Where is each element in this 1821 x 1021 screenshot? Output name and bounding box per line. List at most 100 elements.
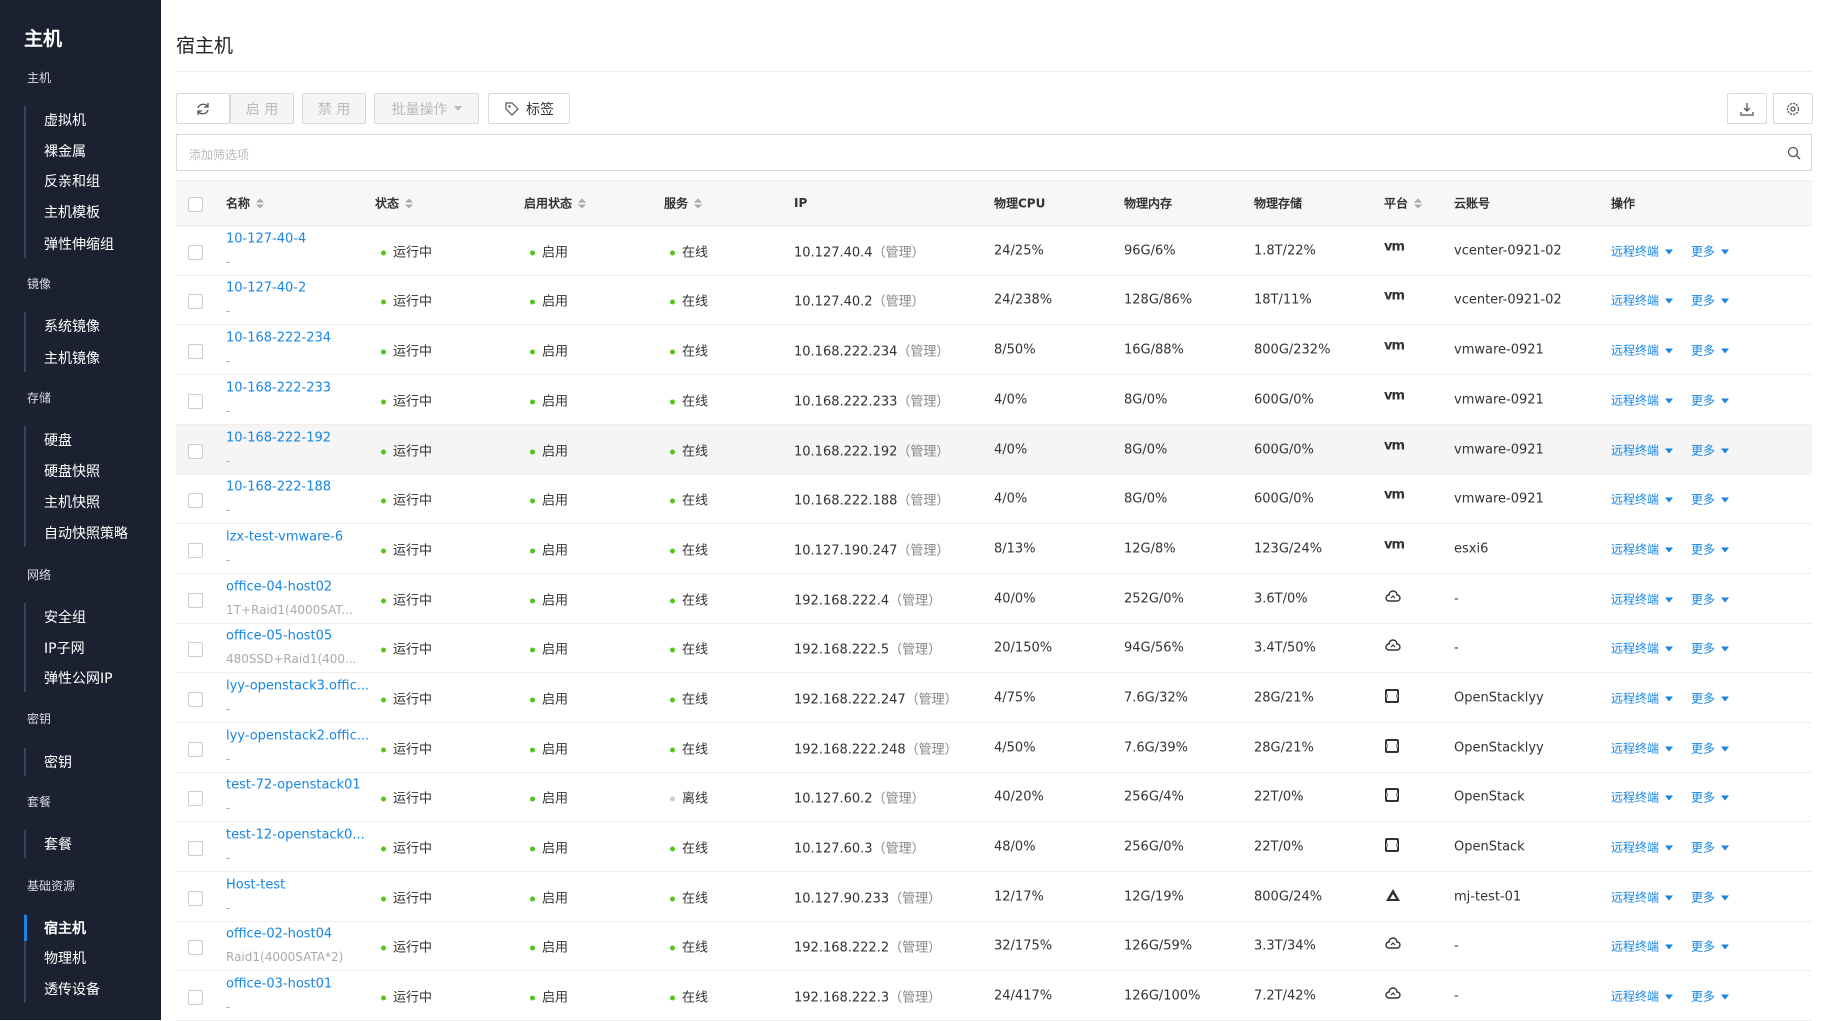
checkbox[interactable] — [188, 593, 203, 608]
remote-terminal[interactable]: 远程终端 — [1611, 740, 1674, 757]
host-name[interactable]: office-04-host02 — [226, 579, 333, 595]
remote-terminal[interactable]: 远程终端 — [1611, 839, 1674, 856]
more-action[interactable]: 更多 — [1691, 442, 1730, 459]
host-name[interactable]: lzx-test-vmware-6 — [226, 529, 344, 545]
host-name[interactable]: 10-168-222-192 — [226, 430, 332, 446]
host-name[interactable]: test-12-openstack0... — [226, 827, 365, 843]
sidebar-item[interactable]: 系统镜像 — [44, 319, 100, 335]
sidebar-item[interactable]: 硬盘快照 — [44, 464, 100, 480]
sidebar-item[interactable]: 主机快照 — [44, 495, 100, 511]
memory: 12G/19% — [1124, 889, 1184, 905]
checkbox[interactable] — [188, 642, 203, 657]
sidebar-item[interactable]: 安全组 — [44, 610, 86, 626]
more-action[interactable]: 更多 — [1691, 243, 1730, 260]
more-action[interactable]: 更多 — [1691, 392, 1730, 409]
checkbox[interactable] — [188, 543, 203, 558]
more-action[interactable]: 更多 — [1691, 789, 1730, 806]
checkbox[interactable] — [188, 990, 203, 1005]
remote-terminal[interactable]: 远程终端 — [1611, 640, 1674, 657]
batch-button[interactable]: 批量操作 — [374, 93, 479, 124]
more-action[interactable]: 更多 — [1691, 541, 1730, 558]
sidebar-item[interactable]: 物理机 — [44, 951, 86, 967]
enabled: 启用 — [542, 692, 569, 708]
checkbox[interactable] — [188, 841, 203, 856]
more-action[interactable]: 更多 — [1691, 292, 1730, 309]
platform-icon — [1385, 838, 1399, 852]
refresh-button[interactable] — [176, 93, 230, 124]
ip: 10.127.40.2 — [794, 294, 873, 310]
host-name[interactable]: office-03-host01 — [226, 976, 333, 992]
checkbox[interactable] — [188, 197, 203, 212]
sidebar: 主机 主机 虚拟机 裸金属 反亲和组 主机模板 弹性伸缩组 镜像 系统镜像 主机镜像 存储 硬盘 硬盘… — [0, 0, 161, 1020]
host-name[interactable]: 10-127-40-4 — [226, 231, 307, 247]
checkbox[interactable] — [188, 294, 203, 309]
service: 在线 — [682, 245, 709, 261]
remote-terminal[interactable]: 远程终端 — [1611, 342, 1674, 359]
host-name[interactable]: office-05-host05 — [226, 628, 333, 644]
checkbox[interactable] — [188, 394, 203, 409]
host-name[interactable]: 10-127-40-2 — [226, 280, 307, 296]
action-label: 更多 — [1691, 939, 1716, 954]
remote-terminal[interactable]: 远程终端 — [1611, 938, 1674, 955]
remote-terminal[interactable]: 远程终端 — [1611, 541, 1674, 558]
sidebar-item[interactable]: 裸金属 — [44, 144, 86, 160]
column-header: 物理存储 — [1254, 195, 1302, 212]
host-name[interactable]: 10-168-222-188 — [226, 479, 332, 495]
sidebar-item[interactable]: 密钥 — [44, 755, 72, 771]
sidebar-item[interactable]: 弹性伸缩组 — [44, 237, 114, 253]
host-name[interactable]: lyy-openstack2.offic... — [226, 728, 370, 744]
enable-button[interactable]: 启 用 — [230, 93, 294, 124]
more-action[interactable]: 更多 — [1691, 690, 1730, 707]
sidebar-item[interactable]: 宿主机 — [44, 921, 86, 937]
sidebar-item[interactable]: 虚拟机 — [44, 113, 86, 129]
more-action[interactable]: 更多 — [1691, 988, 1730, 1005]
more-action[interactable]: 更多 — [1691, 839, 1730, 856]
remote-terminal[interactable]: 远程终端 — [1611, 889, 1674, 906]
more-action[interactable]: 更多 — [1691, 342, 1730, 359]
sidebar-item[interactable]: 弹性公网IP — [44, 671, 113, 687]
search-box[interactable]: 添加筛选项 — [176, 134, 1812, 171]
host-name[interactable]: Host-test — [226, 877, 286, 893]
remote-terminal[interactable]: 远程终端 — [1611, 442, 1674, 459]
checkbox[interactable] — [188, 245, 203, 260]
settings-button[interactable] — [1773, 93, 1813, 124]
checkbox[interactable] — [188, 344, 203, 359]
host-name[interactable]: test-72-openstack01 — [226, 777, 361, 793]
more-action[interactable]: 更多 — [1691, 640, 1730, 657]
sidebar-item[interactable]: IP子网 — [44, 641, 85, 657]
remote-terminal[interactable]: 远程终端 — [1611, 690, 1674, 707]
more-action[interactable]: 更多 — [1691, 740, 1730, 757]
checkbox[interactable] — [188, 742, 203, 757]
tag-button[interactable]: 标签 — [488, 93, 570, 124]
sidebar-item[interactable]: 主机模板 — [44, 205, 100, 221]
checkbox[interactable] — [188, 940, 203, 955]
checkbox[interactable] — [188, 891, 203, 906]
host-name[interactable]: office-02-host04 — [226, 926, 333, 942]
more-action[interactable]: 更多 — [1691, 591, 1730, 608]
more-action[interactable]: 更多 — [1691, 938, 1730, 955]
remote-terminal[interactable]: 远程终端 — [1611, 491, 1674, 508]
checkbox[interactable] — [188, 493, 203, 508]
sidebar-item[interactable]: 透传设备 — [44, 982, 100, 998]
sidebar-item[interactable]: 自动快照策略 — [44, 526, 128, 542]
host-name[interactable]: 10-168-222-233 — [226, 380, 332, 396]
host-name[interactable]: 10-168-222-234 — [226, 330, 332, 346]
sidebar-item[interactable]: 反亲和组 — [44, 174, 100, 190]
download-button[interactable] — [1727, 93, 1767, 124]
remote-terminal[interactable]: 远程终端 — [1611, 392, 1674, 409]
more-action[interactable]: 更多 — [1691, 889, 1730, 906]
remote-terminal[interactable]: 远程终端 — [1611, 988, 1674, 1005]
more-action[interactable]: 更多 — [1691, 491, 1730, 508]
remote-terminal[interactable]: 远程终端 — [1611, 292, 1674, 309]
remote-terminal[interactable]: 远程终端 — [1611, 591, 1674, 608]
checkbox[interactable] — [188, 692, 203, 707]
remote-terminal[interactable]: 远程终端 — [1611, 243, 1674, 260]
sidebar-item[interactable]: 主机镜像 — [44, 351, 100, 367]
checkbox[interactable] — [188, 444, 203, 459]
checkbox[interactable] — [188, 791, 203, 806]
disable-button[interactable]: 禁 用 — [302, 93, 366, 124]
remote-terminal[interactable]: 远程终端 — [1611, 789, 1674, 806]
sidebar-item[interactable]: 硬盘 — [44, 433, 72, 449]
host-name[interactable]: lyy-openstack3.offic... — [226, 678, 370, 694]
sidebar-item[interactable]: 套餐 — [44, 837, 72, 853]
